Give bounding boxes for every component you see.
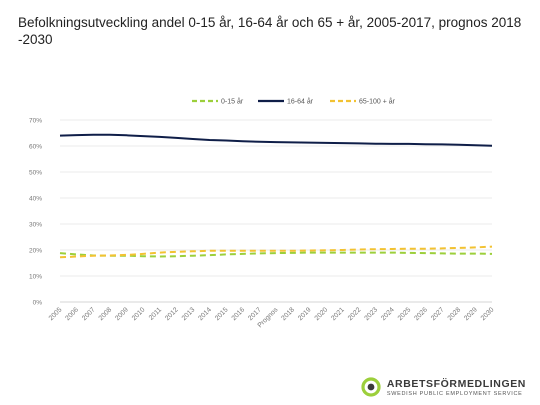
x-tick-label: 2020 bbox=[314, 306, 330, 322]
x-tick-label: 2008 bbox=[98, 306, 114, 322]
brand-name: ARBETSFÖRMEDLINGEN bbox=[386, 377, 526, 390]
x-tick-label: 2030 bbox=[480, 306, 496, 322]
legend-label: 65-100 + år bbox=[359, 98, 396, 106]
x-tick-label: 2027 bbox=[430, 306, 446, 322]
x-tick-label: 2026 bbox=[413, 306, 429, 322]
brand-subtitle: SWEDISH PUBLIC EMPLOYMENT SERVICE bbox=[386, 390, 523, 397]
x-tick-label: 2007 bbox=[81, 306, 97, 322]
y-tick-label: 70% bbox=[29, 118, 42, 125]
x-tick-label: 2021 bbox=[330, 306, 346, 322]
x-tick-label: 2024 bbox=[380, 306, 396, 322]
y-axis: 0% 10% 20% 30% 40% 50% 60% 70% bbox=[29, 118, 42, 307]
x-tick-label: 2010 bbox=[131, 306, 147, 322]
y-tick-label: 30% bbox=[29, 222, 42, 229]
x-tick-label: 2011 bbox=[148, 306, 163, 321]
x-tick-label: 2022 bbox=[347, 306, 363, 322]
y-tick-label: 50% bbox=[29, 170, 42, 177]
y-tick-label: 10% bbox=[29, 274, 42, 281]
chart-title: Befolkningsutveckling andel 0-15 år, 16-… bbox=[18, 15, 522, 47]
series-line-2 bbox=[59, 245, 493, 259]
arbetsformedlingen-logo-icon bbox=[361, 377, 381, 397]
legend-label: 0-15 år bbox=[221, 98, 244, 106]
y-tick-label: 60% bbox=[29, 144, 42, 151]
chart-legend: 0-15 år 16-64 år 65-100 + år bbox=[192, 98, 396, 106]
x-tick-label: 2028 bbox=[447, 306, 463, 322]
x-tick-label: 2025 bbox=[397, 306, 413, 322]
x-tick-label: 2015 bbox=[214, 306, 230, 322]
x-tick-label: 2023 bbox=[363, 306, 379, 322]
series-line-1 bbox=[59, 133, 493, 147]
x-axis: 2005 2006 2007 2008 2009 2010 2011 2012 2013 2014… bbox=[48, 306, 496, 329]
x-tick-label: 2014 bbox=[197, 306, 213, 322]
x-tick-label: 2009 bbox=[114, 306, 130, 322]
y-tick-label: 20% bbox=[29, 248, 42, 255]
y-tick-label: 0% bbox=[33, 300, 43, 307]
y-tick-label: 40% bbox=[29, 196, 42, 203]
series-line-0 bbox=[59, 251, 493, 258]
brand-logo: ARBETSFÖRMEDLINGEN SWEDISH PUBLIC EMPLOY… bbox=[360, 376, 526, 398]
chart-gridlines bbox=[60, 119, 492, 303]
x-tick-label: 2005 bbox=[48, 306, 64, 322]
legend-label: 16-64 år bbox=[287, 98, 314, 106]
x-tick-label: 2018 bbox=[280, 306, 296, 322]
chart-series bbox=[59, 133, 493, 259]
x-tick-label: 2016 bbox=[231, 306, 247, 322]
x-tick-label: 2029 bbox=[463, 306, 479, 322]
x-tick-label: 2019 bbox=[297, 306, 313, 322]
x-tick-label: 2006 bbox=[64, 306, 80, 322]
x-tick-label: 2012 bbox=[164, 306, 180, 322]
x-tick-label: 2013 bbox=[181, 306, 197, 322]
